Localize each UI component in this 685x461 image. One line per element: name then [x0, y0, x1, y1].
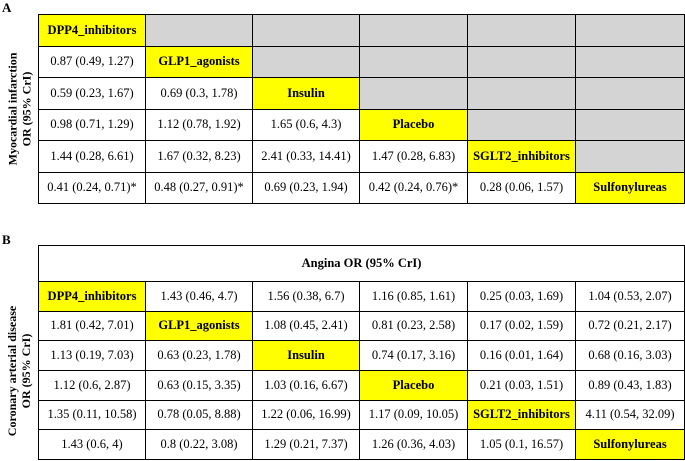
odds-ratio-cell: 1.43 (0.46, 4.7): [145, 281, 253, 312]
odds-ratio-cell: 2.41 (0.33, 14.41): [252, 140, 360, 173]
treatment-label-cell: Placebo: [359, 369, 468, 401]
odds-ratio-cell: 0.25 (0.03, 1.69): [467, 281, 576, 312]
odds-ratio-cell: 1.56 (0.38, 6.7): [252, 281, 360, 312]
odds-ratio-cell: 1.12 (0.78, 1.92): [145, 108, 253, 141]
empty-cell: [359, 45, 468, 78]
odds-ratio-cell: 0.42 (0.24, 0.76)*: [359, 171, 468, 204]
panel-b-y-axis-label-line1: Coronary arterial disease: [5, 305, 20, 436]
empty-cell: [252, 45, 360, 78]
panel-b-header-row: Angina OR (95% CrI): [37, 245, 685, 282]
table-row: 1.12 (0.6, 2.87) 0.63 (0.15, 3.35) 1.03 (0…: [38, 369, 685, 401]
empty-cell: [575, 14, 685, 47]
treatment-label-cell: Sulfonylureas: [574, 429, 685, 460]
odds-ratio-cell: 1.03 (0.16, 6.67): [252, 369, 360, 401]
odds-ratio-cell: 0.72 (0.21, 2.17): [574, 310, 685, 342]
empty-cell: [467, 108, 576, 141]
odds-ratio-cell: 0.8 (0.22, 3.08): [145, 429, 253, 460]
table-row: 1.43 (0.6, 4) 0.8 (0.22, 3.08) 1.29 (0.21,…: [38, 429, 685, 460]
panel-a-label: A: [2, 0, 12, 15]
panel-b-table: Angina OR (95% CrI) DPP4_inhibitors 1.43 …: [37, 245, 685, 460]
panel-a-table: DPP4_inhibitors 0.87 (0.49, 1.27) GLP1_ago…: [38, 14, 685, 204]
empty-cell: [467, 45, 576, 78]
odds-ratio-cell: 0.21 (0.03, 1.51): [467, 369, 576, 401]
odds-ratio-cell: 1.22 (0.06, 16.99): [252, 399, 360, 431]
odds-ratio-cell: 0.69 (0.23, 1.94): [252, 171, 360, 204]
table-row: DPP4_inhibitors: [38, 14, 685, 47]
treatment-label-cell: DPP4_inhibitors: [38, 14, 146, 47]
table-row: 0.98 (0.71, 1.29) 1.12 (0.78, 1.92) 1.65 (…: [38, 108, 685, 141]
panel-a-y-axis-label-line1: Myocardial infarction: [5, 52, 20, 166]
odds-ratio-cell: 0.68 (0.16, 3.03): [574, 340, 685, 371]
odds-ratio-cell: 1.13 (0.19, 7.03): [38, 340, 146, 371]
treatment-label-cell: GLP1_agonists: [145, 310, 253, 342]
treatment-label-cell: Insulin: [252, 77, 360, 110]
odds-ratio-cell: 1.26 (0.36, 4.03): [359, 429, 468, 460]
odds-ratio-cell: 1.81 (0.42, 7.01): [38, 310, 146, 342]
treatment-label-cell: Placebo: [359, 108, 468, 141]
odds-ratio-cell: 0.87 (0.49, 1.27): [38, 45, 146, 78]
panel-a-y-axis-label: Myocardial infarction OR (95% CrI): [0, 14, 38, 204]
treatment-label-cell: SGLT2_inhibitors: [467, 140, 576, 173]
table-row: 0.87 (0.49, 1.27) GLP1_agonists: [38, 45, 685, 78]
odds-ratio-cell: 0.78 (0.05, 8.88): [145, 399, 253, 431]
empty-cell: [467, 77, 576, 110]
odds-ratio-cell: 1.65 (0.6, 4.3): [252, 108, 360, 141]
odds-ratio-cell: 1.04 (0.53, 2.07): [574, 281, 685, 312]
panel-b-header: Angina OR (95% CrI): [37, 245, 685, 282]
odds-ratio-cell: 1.35 (0.11, 10.58): [38, 399, 146, 431]
table-row: 1.81 (0.42, 7.01) GLP1_agonists 1.08 (0.45…: [38, 310, 685, 342]
odds-ratio-cell: 0.16 (0.01, 1.64): [467, 340, 576, 371]
empty-cell: [359, 14, 468, 47]
odds-ratio-cell: 1.12 (0.6, 2.87): [38, 369, 146, 401]
odds-ratio-cell: 0.63 (0.15, 3.35): [145, 369, 253, 401]
odds-ratio-cell: 0.63 (0.23, 1.78): [145, 340, 253, 371]
odds-ratio-cell: 1.17 (0.09, 10.05): [359, 399, 468, 431]
odds-ratio-cell: 0.89 (0.43, 1.83): [574, 369, 685, 401]
odds-ratio-cell: 0.74 (0.17, 3.16): [359, 340, 468, 371]
empty-cell: [575, 108, 685, 141]
table-row: DPP4_inhibitors 1.43 (0.46, 4.7) 1.56 (0.3…: [38, 281, 685, 312]
odds-ratio-cell: 0.17 (0.02, 1.59): [467, 310, 576, 342]
table-row: 1.35 (0.11, 10.58) 0.78 (0.05, 8.88) 1.22 …: [38, 399, 685, 431]
odds-ratio-cell: 1.67 (0.32, 8.23): [145, 140, 253, 173]
odds-ratio-cell: 1.47 (0.28, 6.83): [359, 140, 468, 173]
odds-ratio-cell: 1.16 (0.85, 1.61): [359, 281, 468, 312]
empty-cell: [575, 45, 685, 78]
odds-ratio-cell: 0.81 (0.23, 2.58): [359, 310, 468, 342]
treatment-label-cell: Sulfonylureas: [575, 171, 685, 204]
table-row: 0.41 (0.24, 0.71)* 0.48 (0.27, 0.91)* 0.69…: [38, 171, 685, 204]
odds-ratio-cell: 1.44 (0.28, 6.61): [38, 140, 146, 173]
odds-ratio-cell: 0.59 (0.23, 1.67): [38, 77, 146, 110]
panel-b-label: B: [2, 232, 11, 247]
empty-cell: [575, 140, 685, 173]
odds-ratio-cell: 4.11 (0.54, 32.09): [574, 399, 685, 431]
empty-cell: [467, 14, 576, 47]
panel-a-y-axis-label-line2: OR (95% CrI): [19, 71, 34, 147]
empty-cell: [252, 14, 360, 47]
odds-ratio-cell: 1.29 (0.21, 7.37): [252, 429, 360, 460]
empty-cell: [359, 77, 468, 110]
treatment-label-cell: GLP1_agonists: [145, 45, 253, 78]
treatment-label-cell: SGLT2_inhibitors: [467, 399, 576, 431]
odds-ratio-cell: 0.69 (0.3, 1.78): [145, 77, 253, 110]
empty-cell: [145, 14, 253, 47]
panel-b-y-axis-label: Coronary arterial disease OR (95% CrI): [0, 281, 38, 460]
table-row: 0.59 (0.23, 1.67) 0.69 (0.3, 1.78) Insulin: [38, 77, 685, 110]
table-row: 1.44 (0.28, 6.61) 1.67 (0.32, 8.23) 2.41 (…: [38, 140, 685, 173]
odds-ratio-cell: 1.43 (0.6, 4): [38, 429, 146, 460]
odds-ratio-cell: 1.08 (0.45, 2.41): [252, 310, 360, 342]
table-row: 1.13 (0.19, 7.03) 0.63 (0.23, 1.78) Insuli…: [38, 340, 685, 371]
odds-ratio-cell: 0.48 (0.27, 0.91)*: [145, 171, 253, 204]
odds-ratio-cell: 0.98 (0.71, 1.29): [38, 108, 146, 141]
treatment-label-cell: Insulin: [252, 340, 360, 371]
treatment-label-cell: DPP4_inhibitors: [38, 281, 146, 312]
odds-ratio-cell: 0.28 (0.06, 1.57): [467, 171, 576, 204]
odds-ratio-cell: 0.41 (0.24, 0.71)*: [38, 171, 146, 204]
odds-ratio-cell: 1.05 (0.1, 16.57): [467, 429, 576, 460]
panel-b-y-axis-label-line2: OR (95% CrI): [19, 333, 34, 408]
empty-cell: [575, 77, 685, 110]
